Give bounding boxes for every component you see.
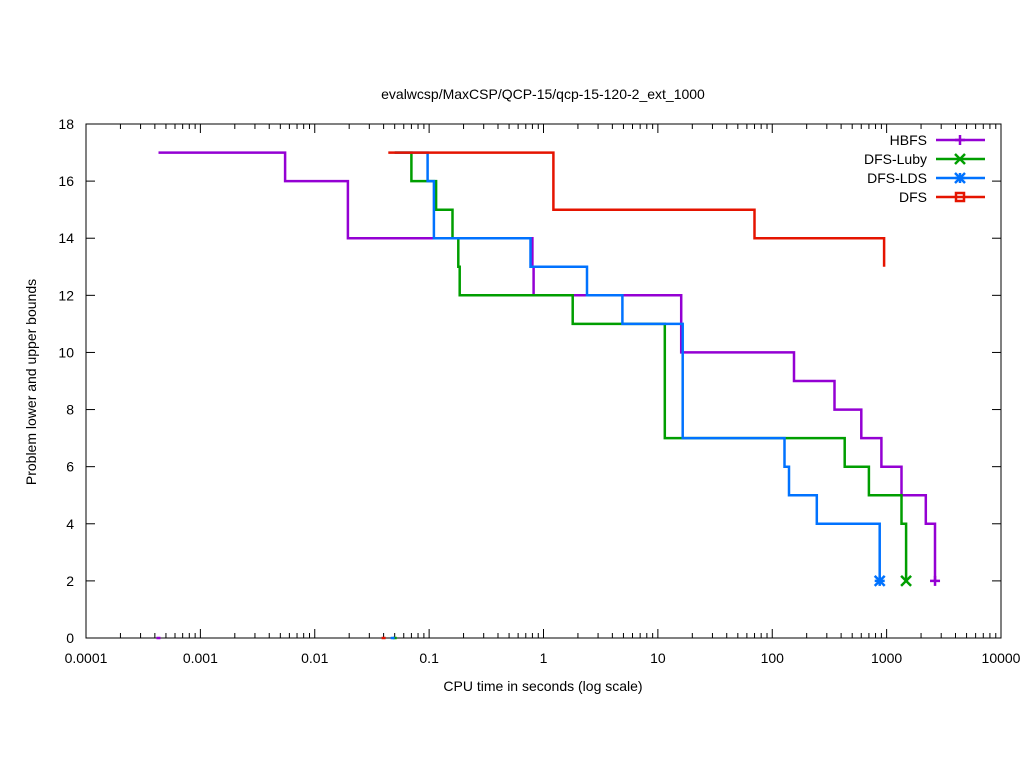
legend-marker <box>954 172 966 184</box>
y-tick-label: 10 <box>58 344 74 360</box>
y-tick-label: 2 <box>66 573 74 589</box>
series-dfs-lds-upper-line <box>394 151 881 581</box>
series-dfs-lds-end-marker <box>873 575 886 587</box>
series-hbfs-end-marker <box>930 575 941 586</box>
legend-marker <box>954 153 966 165</box>
y-tick-label: 12 <box>58 287 74 303</box>
y-tick-label: 0 <box>66 630 74 646</box>
y-tick-label: 16 <box>58 173 74 189</box>
x-tick-label: 0.0001 <box>65 650 108 666</box>
y-tick-label: 4 <box>66 516 74 532</box>
x-axis-label: CPU time in seconds (log scale) <box>443 678 642 694</box>
chart-title: evalwcsp/MaxCSP/QCP-15/qcp-15-120-2_ext_… <box>381 86 705 102</box>
axis-ticks: 0 2 4 6 8 10 12 14 16 18 0.0001 0.001 0.01 0.1 1 10 100 1… <box>58 116 1020 666</box>
x-tick-label: 100 <box>761 650 785 666</box>
legend-marker <box>954 191 966 203</box>
x-tick-label: 10 <box>650 650 666 666</box>
legend-label: DFS-LDS <box>867 170 927 186</box>
x-tick-label: 0.01 <box>301 650 328 666</box>
y-tick-label: 8 <box>66 402 74 418</box>
y-tick-label: 6 <box>66 459 74 475</box>
y-tick-label: 14 <box>58 230 74 246</box>
plot-frame <box>85 123 1002 639</box>
x-tick-label: 1 <box>540 650 548 666</box>
y-tick-label: 18 <box>58 116 74 132</box>
x-tick-label: 0.001 <box>183 650 218 666</box>
legend-label: DFS-Luby <box>864 151 927 167</box>
legend-label: HBFS <box>890 132 927 148</box>
y-axis-label: Problem lower and upper bounds <box>23 279 39 485</box>
x-tick-label: 0.1 <box>419 650 439 666</box>
series-hbfs-upper-line <box>158 151 937 581</box>
series-dfs-luby-upper-line <box>394 151 908 581</box>
legend: HBFS DFS-Luby DFS-LDS DFS <box>864 132 985 205</box>
legend-marker <box>955 135 965 145</box>
x-tick-label: 1000 <box>871 650 902 666</box>
series-dfs-upper-line <box>388 151 886 267</box>
x-tick-label: 10000 <box>982 650 1021 666</box>
series-layer <box>156 151 941 640</box>
series-dfs-luby-end-marker <box>900 575 912 587</box>
legend-label: DFS <box>899 189 927 205</box>
